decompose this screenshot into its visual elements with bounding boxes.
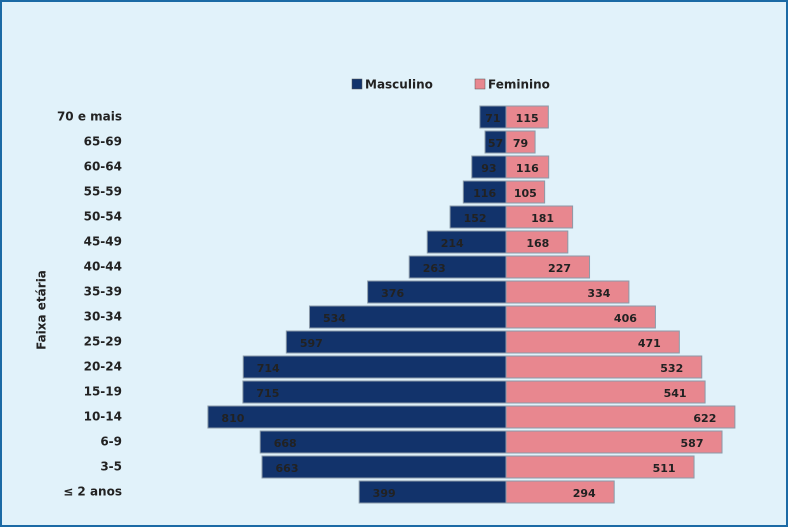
value-label: 116 [516, 162, 539, 175]
bar [505, 180, 546, 204]
value-label: 471 [638, 337, 661, 350]
bar [242, 355, 507, 379]
value-label: 214 [441, 237, 464, 250]
value-label: 668 [274, 437, 297, 450]
bar [505, 105, 549, 129]
value-label: 597 [300, 337, 323, 350]
value-label: 406 [614, 312, 637, 325]
bar [505, 205, 574, 229]
y-tick-label: 55-59 [84, 185, 122, 199]
y-tick-label: 50-54 [84, 210, 122, 224]
bar [505, 480, 615, 504]
value-label: 810 [221, 412, 244, 425]
value-label: 587 [681, 437, 704, 450]
y-tick-label: 40-44 [84, 260, 122, 274]
value-label: 663 [276, 462, 299, 475]
bar [207, 405, 507, 429]
value-label: 71 [485, 112, 500, 125]
value-label: 294 [573, 487, 596, 500]
y-axis-label: Faixa etária [35, 270, 49, 350]
legend-label: Masculino [365, 78, 433, 92]
bar [242, 380, 507, 404]
y-tick-label: 45-49 [84, 235, 122, 249]
bar [505, 280, 630, 304]
value-label: 116 [473, 187, 496, 200]
bar [505, 330, 680, 354]
value-label: 714 [257, 362, 280, 375]
value-label: 227 [548, 262, 571, 275]
value-label: 105 [514, 187, 537, 200]
y-tick-label: 70 e mais [57, 110, 122, 124]
y-tick-label: 3-5 [100, 460, 122, 474]
value-label: 263 [423, 262, 446, 275]
bar [505, 455, 695, 479]
value-label: 541 [664, 387, 687, 400]
y-tick-label: ≤ 2 anos [63, 485, 122, 499]
bar [505, 355, 703, 379]
value-label: 57 [488, 137, 503, 150]
legend-label: Feminino [488, 78, 550, 92]
bar [261, 455, 507, 479]
y-tick-label: 30-34 [84, 310, 122, 324]
bar [505, 155, 550, 179]
legend-swatch [351, 78, 363, 90]
y-tick-label: 20-24 [84, 360, 122, 374]
value-label: 93 [481, 162, 496, 175]
y-tick-label: 6-9 [100, 435, 122, 449]
value-label: 152 [464, 212, 487, 225]
bar [259, 430, 507, 454]
bar [505, 130, 536, 154]
y-tick-label: 15-19 [84, 385, 122, 399]
y-tick-label: 35-39 [84, 285, 122, 299]
value-label: 181 [531, 212, 554, 225]
value-label: 511 [653, 462, 676, 475]
value-label: 115 [516, 112, 539, 125]
value-label: 334 [587, 287, 610, 300]
value-label: 532 [660, 362, 683, 375]
value-label: 376 [381, 287, 404, 300]
bar [505, 305, 656, 329]
bar [505, 380, 706, 404]
bar [426, 230, 507, 254]
value-label: 622 [693, 412, 716, 425]
value-label: 168 [526, 237, 549, 250]
y-tick-label: 25-29 [84, 335, 122, 349]
y-tick-label: 60-64 [84, 160, 122, 174]
y-tick-label: 65-69 [84, 135, 122, 149]
value-label: 79 [513, 137, 528, 150]
bar [505, 230, 569, 254]
value-label: 399 [373, 487, 396, 500]
value-label: 715 [256, 387, 279, 400]
legend-swatch [474, 78, 486, 90]
bar [505, 405, 736, 429]
y-tick-label: 10-14 [84, 410, 122, 424]
bar [505, 430, 723, 454]
value-label: 534 [323, 312, 346, 325]
bar [505, 255, 591, 279]
